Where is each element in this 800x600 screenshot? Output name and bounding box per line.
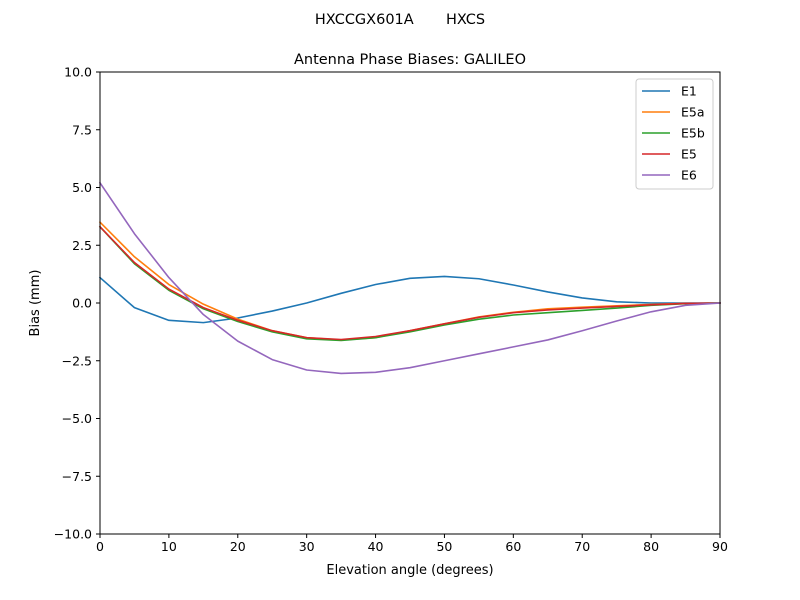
legend-label-e1: E1 xyxy=(681,84,697,99)
x-tick-label: 60 xyxy=(505,539,521,554)
legend-label-e5: E5 xyxy=(681,147,697,162)
legend-label-e6: E6 xyxy=(681,168,697,183)
plot-area-frame xyxy=(99,71,721,535)
x-tick-label: 50 xyxy=(436,539,452,554)
x-tick-label: 10 xyxy=(161,539,177,554)
y-tick-label: 2.5 xyxy=(72,238,92,253)
y-tick-label: 5.0 xyxy=(72,180,92,195)
x-tick-label: 40 xyxy=(368,539,384,554)
legend-label-e5b: E5b xyxy=(681,126,705,141)
series-line-e5 xyxy=(98,225,721,341)
figure-suptitle: HXCCGX601A HXCS xyxy=(315,12,485,28)
x-tick-label: 20 xyxy=(230,539,246,554)
y-tick-label: 7.5 xyxy=(72,122,92,137)
x-axis-ticks: 0 10 20 30 40 50 60 70 80 90 xyxy=(96,534,728,554)
y-axis-ticks: 10.0 7.5 5.0 2.5 0.0 −2.5 −5.0 −7.5 −10.0 xyxy=(54,65,100,542)
x-axis-label: Elevation angle (degrees) xyxy=(326,563,493,578)
x-tick-label: 30 xyxy=(299,539,315,554)
legend-label-e5a: E5a xyxy=(681,105,705,120)
y-tick-label: 0.0 xyxy=(72,296,92,311)
y-axis-label: Bias (mm) xyxy=(28,270,43,337)
legend: E1 E5a E5b E5 E6 xyxy=(635,78,714,190)
y-tick-label: −10.0 xyxy=(54,527,92,542)
y-tick-label: 10.0 xyxy=(64,65,92,80)
y-tick-label: −2.5 xyxy=(62,353,92,368)
series-line-e1 xyxy=(98,275,721,324)
y-tick-label: −7.5 xyxy=(62,469,92,484)
x-tick-label: 70 xyxy=(574,539,590,554)
x-tick-label: 80 xyxy=(643,539,659,554)
plot-lines xyxy=(98,181,721,375)
series-line-e5b xyxy=(98,225,721,342)
x-tick-label: 0 xyxy=(96,539,104,554)
series-line-e6 xyxy=(98,181,721,375)
y-tick-label: −5.0 xyxy=(62,411,92,426)
legend-frame xyxy=(635,78,714,190)
x-tick-label: 90 xyxy=(712,539,728,554)
chart-title: Antenna Phase Biases: GALILEO xyxy=(294,52,526,68)
